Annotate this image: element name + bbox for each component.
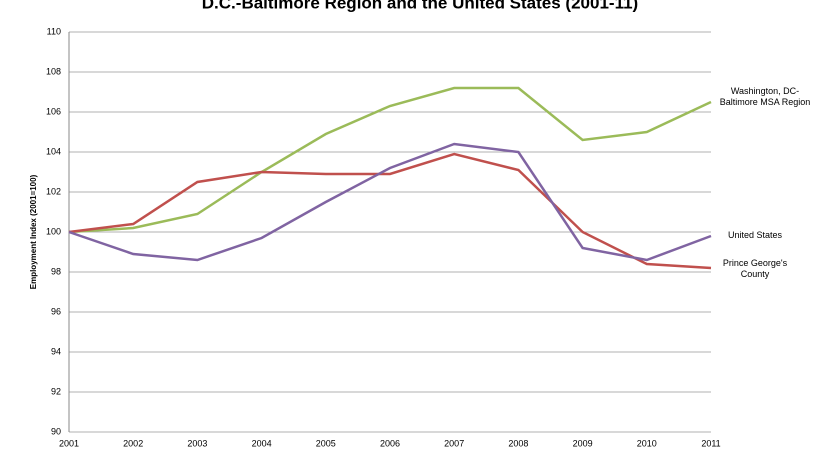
y-tick-label: 98: [51, 266, 61, 276]
legend-label: Prince George's County: [722, 258, 788, 279]
y-tick-label: 96: [51, 306, 61, 316]
x-tick-label: 2008: [508, 438, 528, 448]
y-tick-label: 104: [46, 146, 61, 156]
series-line: [68, 152, 712, 270]
series-line: [68, 86, 712, 234]
x-tick-label: 2007: [444, 438, 464, 448]
y-tick-label: 100: [46, 226, 61, 236]
y-tick-label: 92: [51, 386, 61, 396]
x-tick-label: 2001: [59, 438, 79, 448]
y-tick-label: 108: [46, 66, 61, 76]
x-tick-label: 2011: [701, 438, 720, 448]
chart-title: D.C.-Baltimore Region and the United Sta…: [202, 0, 638, 12]
legend-label: Washington, DC-Baltimore MSA Region: [719, 86, 811, 107]
x-tick-label: 2009: [573, 438, 593, 448]
x-tick-label: 2010: [637, 438, 657, 448]
y-tick-label: 106: [46, 106, 61, 116]
x-tick-label: 2003: [187, 438, 207, 448]
y-tick-label: 90: [51, 426, 61, 436]
y-axis-label: Employment Index (2001=100): [29, 174, 38, 289]
legend-label: United States: [727, 230, 783, 240]
x-tick-label: 2005: [316, 438, 336, 448]
y-tick-label: 94: [51, 346, 61, 356]
y-tick-label: 102: [46, 186, 61, 196]
x-tick-label: 2002: [123, 438, 143, 448]
series-line: [68, 142, 712, 262]
y-tick-label: 110: [47, 26, 61, 36]
x-tick-label: 2006: [380, 438, 400, 448]
x-tick-label: 2004: [252, 438, 272, 448]
